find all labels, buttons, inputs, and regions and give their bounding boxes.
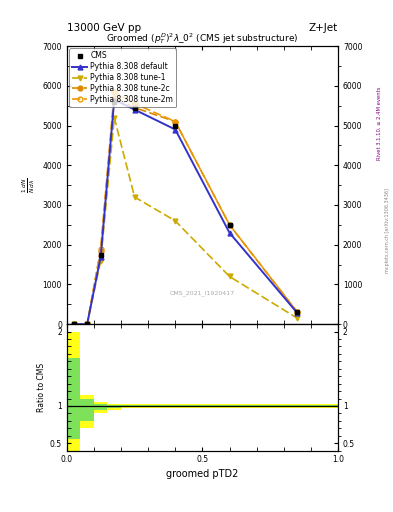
Pythia 8.308 tune-2m bbox=[173, 118, 178, 124]
Pythia 8.308 tune-1 bbox=[98, 258, 103, 264]
Pythia 8.308 tune-2c bbox=[295, 309, 300, 315]
Pythia 8.308 tune-1 bbox=[132, 194, 137, 200]
Pythia 8.308 default bbox=[112, 97, 117, 103]
Text: Rivet 3.1.10, ≥ 2.4M events: Rivet 3.1.10, ≥ 2.4M events bbox=[377, 86, 382, 160]
Pythia 8.308 tune-2c bbox=[132, 104, 137, 111]
CMS bbox=[227, 222, 232, 228]
Pythia 8.308 default bbox=[227, 230, 232, 236]
Pythia 8.308 default bbox=[132, 106, 137, 113]
Line: CMS: CMS bbox=[71, 99, 300, 327]
Pythia 8.308 tune-2m bbox=[98, 246, 103, 252]
Legend: CMS, Pythia 8.308 default, Pythia 8.308 tune-1, Pythia 8.308 tune-2c, Pythia 8.3: CMS, Pythia 8.308 default, Pythia 8.308 … bbox=[69, 48, 176, 107]
Pythia 8.308 tune-2m bbox=[71, 321, 76, 327]
Y-axis label: Ratio to CMS: Ratio to CMS bbox=[37, 363, 46, 412]
Pythia 8.308 tune-2c bbox=[112, 95, 117, 101]
Y-axis label: $\frac{1}{N}\frac{dN}{d\lambda}$: $\frac{1}{N}\frac{dN}{d\lambda}$ bbox=[20, 177, 37, 193]
Pythia 8.308 tune-2m bbox=[227, 222, 232, 228]
Pythia 8.308 tune-2m bbox=[112, 89, 117, 95]
Pythia 8.308 tune-1 bbox=[112, 115, 117, 121]
Line: Pythia 8.308 tune-2m: Pythia 8.308 tune-2m bbox=[71, 89, 300, 327]
Pythia 8.308 tune-1 bbox=[295, 315, 300, 321]
CMS bbox=[295, 309, 300, 315]
Pythia 8.308 tune-1 bbox=[227, 273, 232, 280]
Pythia 8.308 default bbox=[295, 310, 300, 316]
Text: 13000 GeV pp: 13000 GeV pp bbox=[67, 23, 141, 33]
Pythia 8.308 tune-2c bbox=[71, 321, 76, 327]
Text: mcplots.cern.ch [arXiv:1306.3436]: mcplots.cern.ch [arXiv:1306.3436] bbox=[385, 188, 389, 273]
Pythia 8.308 tune-2m bbox=[295, 309, 300, 315]
Pythia 8.308 tune-1 bbox=[71, 321, 76, 327]
Pythia 8.308 tune-1 bbox=[173, 218, 178, 224]
Pythia 8.308 tune-2m bbox=[132, 101, 137, 107]
Pythia 8.308 default bbox=[98, 253, 103, 260]
Pythia 8.308 default bbox=[85, 321, 90, 327]
CMS bbox=[173, 122, 178, 129]
Pythia 8.308 default bbox=[71, 321, 76, 327]
Pythia 8.308 default bbox=[173, 126, 178, 133]
Pythia 8.308 tune-1 bbox=[85, 321, 90, 327]
Pythia 8.308 tune-2c bbox=[98, 248, 103, 254]
Line: Pythia 8.308 tune-2c: Pythia 8.308 tune-2c bbox=[71, 95, 300, 327]
Title: Groomed $(p_T^D)^2\lambda\_0^2$ (CMS jet substructure): Groomed $(p_T^D)^2\lambda\_0^2$ (CMS jet… bbox=[106, 31, 299, 46]
CMS bbox=[112, 99, 117, 105]
Text: CMS_2021_I1920417: CMS_2021_I1920417 bbox=[170, 291, 235, 296]
CMS bbox=[132, 104, 137, 111]
Text: Z+Jet: Z+Jet bbox=[309, 23, 338, 33]
X-axis label: groomed pTD2: groomed pTD2 bbox=[166, 468, 239, 479]
Line: Pythia 8.308 tune-1: Pythia 8.308 tune-1 bbox=[71, 115, 300, 327]
Pythia 8.308 tune-2m bbox=[85, 321, 90, 327]
Pythia 8.308 tune-2c bbox=[173, 118, 178, 124]
CMS bbox=[85, 321, 90, 327]
CMS bbox=[98, 251, 103, 258]
Line: Pythia 8.308 default: Pythia 8.308 default bbox=[71, 97, 300, 327]
CMS bbox=[71, 321, 76, 327]
Pythia 8.308 tune-2c bbox=[85, 321, 90, 327]
Pythia 8.308 tune-2c bbox=[227, 222, 232, 228]
